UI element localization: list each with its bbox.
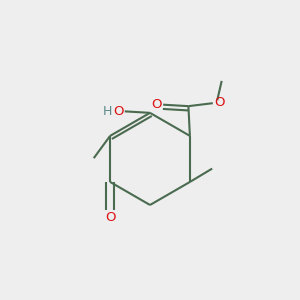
- Text: O: O: [113, 105, 123, 118]
- Text: O: O: [214, 96, 225, 109]
- Text: O: O: [152, 98, 162, 111]
- Text: O: O: [105, 211, 116, 224]
- Text: H: H: [103, 105, 112, 118]
